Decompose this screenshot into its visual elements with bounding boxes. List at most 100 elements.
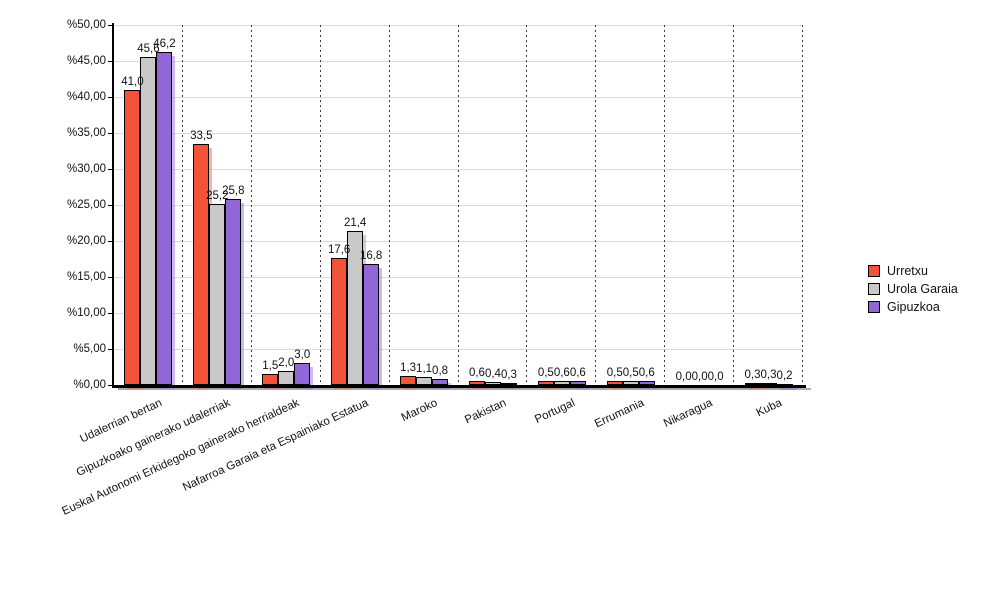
bar-urola-garaia — [553, 380, 570, 385]
category-separator — [250, 25, 252, 385]
y-gridline — [114, 97, 803, 98]
legend-label: Urola Garaia — [887, 282, 958, 296]
value-label-urretxu: 1,3 — [400, 361, 417, 374]
category-separator — [457, 25, 459, 385]
legend: Urretxu Urola Garaia Gipuzkoa — [868, 262, 958, 316]
value-label-urretxu: 0,5 — [537, 367, 554, 380]
value-label-urretxu: 0,5 — [606, 367, 623, 380]
y-gridline — [114, 349, 803, 350]
value-label-urola-garaia: 21,4 — [343, 216, 367, 229]
y-axis-label: %25,00 — [66, 199, 106, 211]
value-label-urola-garaia: 0,4 — [484, 368, 501, 381]
x-axis-shadow-line — [118, 388, 811, 390]
y-axis-tick — [107, 132, 112, 134]
legend-label: Gipuzkoa — [887, 300, 940, 314]
bar-gipuzkoa — [363, 264, 380, 385]
value-label-gipuzkoa: 46,2 — [153, 38, 176, 51]
y-gridline — [114, 205, 803, 206]
bar-urola-garaia — [484, 382, 501, 385]
value-label-urola-garaia: 1,1 — [416, 363, 433, 376]
bar-urretxu — [606, 381, 623, 385]
category-separator — [319, 25, 321, 385]
bar-urretxu — [124, 89, 141, 385]
category-separator — [595, 25, 597, 385]
y-axis-label: %10,00 — [66, 307, 106, 319]
legend-label: Urretxu — [887, 264, 928, 278]
y-axis-tick — [107, 348, 112, 350]
y-axis-label: %35,00 — [66, 127, 106, 139]
y-gridline — [114, 313, 803, 314]
legend-item: Gipuzkoa — [868, 298, 958, 316]
bar-urola-garaia — [347, 230, 364, 385]
y-gridline — [114, 61, 803, 62]
y-gridline — [114, 25, 803, 26]
bar-urretxu — [262, 374, 279, 385]
y-axis-tick — [107, 276, 112, 278]
bar-urola-garaia — [140, 56, 157, 385]
value-label-gipuzkoa: 0,6 — [569, 366, 586, 379]
value-label-urretxu: 0,0 — [675, 371, 692, 383]
y-axis-tick — [107, 24, 112, 26]
value-label-urola-garaia: 0,0 — [691, 371, 708, 383]
bar-urretxu — [193, 143, 210, 385]
category-separator — [388, 25, 390, 385]
bar-urola-garaia — [622, 381, 639, 385]
y-axis-label: %15,00 — [66, 271, 106, 283]
value-label-urola-garaia: 0,5 — [622, 367, 639, 380]
y-gridline — [114, 241, 803, 242]
value-label-urola-garaia: 0,3 — [760, 368, 777, 381]
value-label-urola-garaia: 25,2 — [206, 189, 229, 202]
bar-urretxu — [468, 380, 485, 385]
category-separator — [181, 25, 183, 385]
value-label-gipuzkoa: 0,6 — [638, 366, 655, 379]
bar-urretxu — [537, 381, 554, 385]
y-axis-label: %20,00 — [66, 235, 106, 247]
y-axis-line — [111, 23, 114, 388]
y-gridline — [114, 277, 803, 278]
y-axis-tick — [107, 60, 112, 62]
value-label-urretxu: 0,3 — [744, 368, 761, 381]
y-axis-tick — [107, 204, 112, 206]
y-axis-tick — [107, 240, 112, 242]
category-label: Pakistan — [462, 397, 509, 427]
legend-swatch-icon — [868, 265, 880, 277]
value-label-urola-garaia: 0,6 — [553, 366, 570, 379]
bar-urola-garaia — [416, 377, 433, 385]
y-axis-label: %30,00 — [66, 163, 106, 175]
bar-gipuzkoa — [225, 199, 242, 385]
category-label: Kuba — [754, 397, 784, 420]
category-label: Maroko — [399, 397, 440, 425]
y-axis-label: %45,00 — [66, 55, 106, 67]
bar-gipuzkoa — [294, 363, 311, 385]
value-label-urola-garaia: 45,6 — [137, 42, 160, 55]
legend-item: Urretxu — [868, 262, 958, 280]
value-label-urretxu: 41,0 — [121, 75, 144, 88]
bar-urola-garaia — [209, 203, 226, 385]
value-label-gipuzkoa: 0,8 — [432, 365, 449, 378]
y-gridline — [114, 169, 803, 170]
legend-item: Urola Garaia — [868, 280, 958, 298]
value-label-urretxu: 17,6 — [327, 244, 351, 257]
category-separator — [526, 25, 528, 385]
value-label-gipuzkoa: 0,0 — [707, 371, 724, 383]
bar-urretxu — [400, 375, 417, 385]
category-label: Portugal — [533, 397, 577, 426]
bar-urretxu — [744, 382, 761, 385]
bar-gipuzkoa — [500, 382, 517, 385]
category-label: Nikaragua — [662, 397, 715, 431]
category-separator — [802, 25, 803, 385]
category-separator — [664, 25, 666, 385]
y-axis-label: %40,00 — [66, 91, 106, 103]
legend-swatch-icon — [868, 301, 880, 313]
value-label-urola-garaia: 2,0 — [278, 356, 295, 369]
bar-urretxu — [331, 258, 348, 385]
y-axis-label: %0,00 — [73, 379, 106, 391]
value-label-urretxu: 33,5 — [190, 129, 213, 142]
y-axis-tick — [107, 96, 112, 98]
bar-gipuzkoa — [156, 52, 173, 385]
y-axis-label: %5,00 — [73, 343, 106, 355]
bar-gipuzkoa — [569, 380, 586, 385]
value-label-urretxu: 1,5 — [262, 360, 279, 373]
y-gridline — [114, 133, 803, 134]
